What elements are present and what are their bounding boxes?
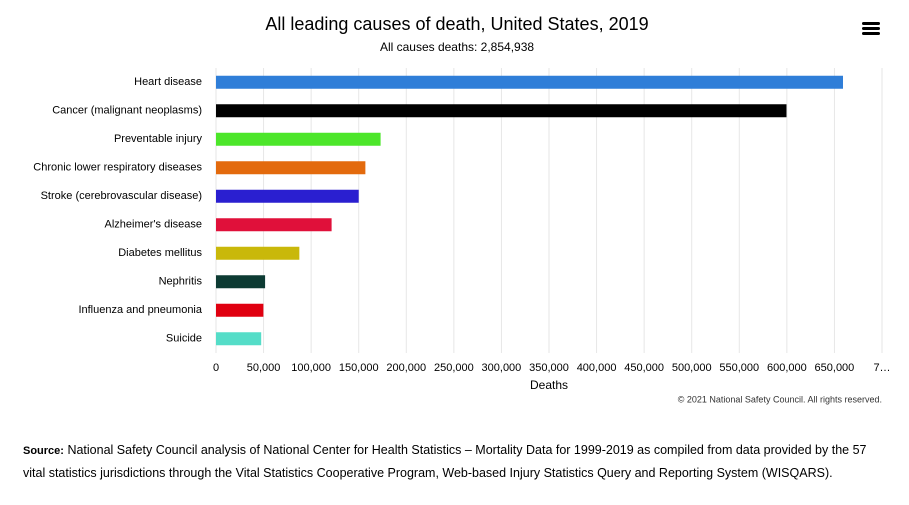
- y-tick-label: Preventable injury: [114, 133, 203, 145]
- menu-button[interactable]: [862, 22, 880, 38]
- x-tick-label: 150,000: [339, 362, 379, 374]
- y-tick-label: Nephritis: [159, 276, 203, 288]
- y-tick-label: Chronic lower respiratory diseases: [33, 162, 202, 174]
- x-tick-label: 400,000: [577, 362, 617, 374]
- x-tick-label: 500,000: [672, 362, 712, 374]
- x-tick-label: 0: [213, 362, 219, 374]
- y-tick-label: Suicide: [166, 333, 202, 345]
- x-tick-label: 300,000: [482, 362, 522, 374]
- bar: [216, 246, 300, 260]
- y-tick-label: Diabetes mellitus: [118, 247, 202, 259]
- y-tick-label: Stroke (cerebrovascular disease): [41, 190, 202, 202]
- x-tick-label: 650,000: [815, 362, 855, 374]
- bar: [216, 132, 381, 146]
- bar: [216, 332, 262, 346]
- x-tick-label: 50,000: [247, 362, 281, 374]
- x-tick-label: 450,000: [624, 362, 664, 374]
- y-tick-label: Cancer (malignant neoplasms): [52, 105, 202, 117]
- chart: All leading causes of death, United Stat…: [33, 14, 890, 405]
- y-tick-label: Influenza and pneumonia: [78, 304, 202, 316]
- x-tick-label: 200,000: [386, 362, 426, 374]
- x-tick-label: 550,000: [719, 362, 759, 374]
- bar: [216, 303, 264, 317]
- chart-title: All leading causes of death, United Stat…: [265, 14, 648, 34]
- x-tick-label: 350,000: [529, 362, 569, 374]
- x-axis-label: Deaths: [530, 378, 568, 392]
- x-tick-label: 600,000: [767, 362, 807, 374]
- bar: [216, 275, 266, 289]
- x-tick-label: 7…: [873, 362, 890, 374]
- x-tick-label: 100,000: [291, 362, 331, 374]
- bar: [216, 218, 332, 232]
- bar: [216, 75, 843, 89]
- source-label: Source:: [23, 445, 64, 457]
- chart-subtitle: All causes deaths: 2,854,938: [380, 40, 534, 54]
- source-note: Source: National Safety Council analysis…: [23, 439, 889, 484]
- x-tick-label: 250,000: [434, 362, 474, 374]
- bar: [216, 161, 366, 175]
- source-text: National Safety Council analysis of Nati…: [23, 443, 867, 480]
- y-tick-label: Alzheimer's disease: [105, 219, 202, 231]
- bar: [216, 189, 359, 203]
- y-tick-label: Heart disease: [134, 76, 202, 88]
- bar: [216, 104, 787, 118]
- credit: © 2021 National Safety Council. All righ…: [678, 394, 882, 404]
